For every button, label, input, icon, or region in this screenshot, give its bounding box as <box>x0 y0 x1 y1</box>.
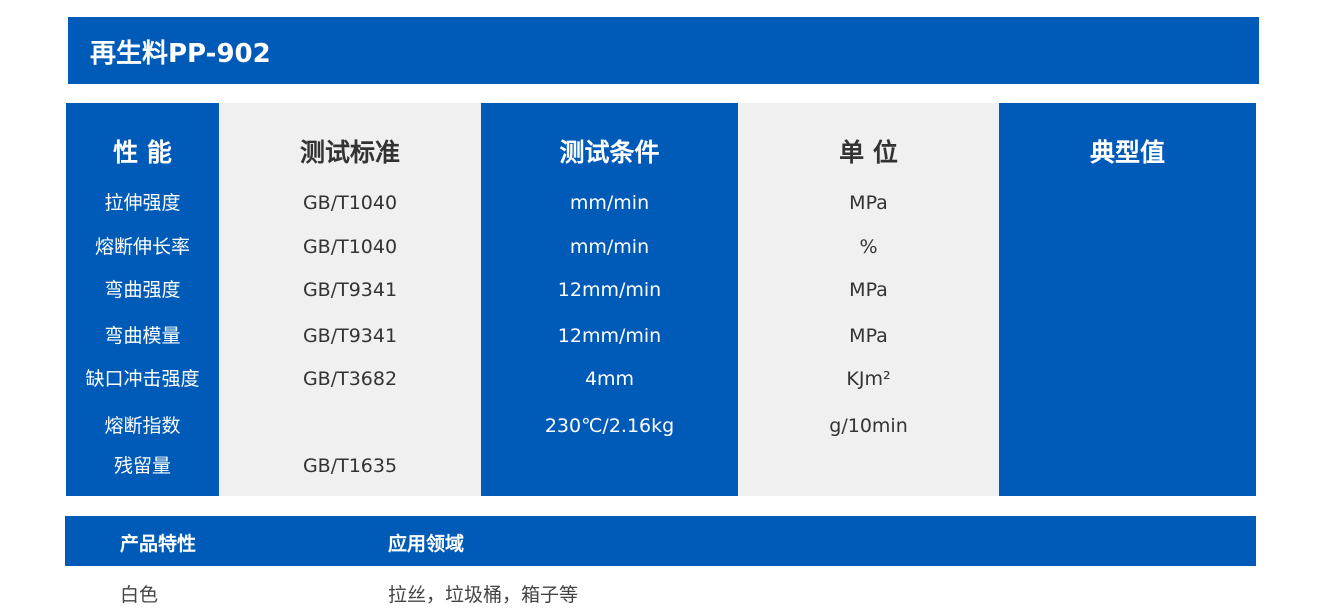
table-cell: % <box>859 236 878 258</box>
footer-value-features: 白色 <box>120 584 159 606</box>
column-header: 测试标准 <box>299 138 400 167</box>
table-cell: 残留量 <box>113 455 171 477</box>
table-cell: 熔断指数 <box>104 415 181 437</box>
table-cell: GB/T1635 <box>302 455 398 477</box>
table-cell: 缺口冲击强度 <box>85 368 200 390</box>
table-column: 测试标准 GB/T1040 GB/T1040 GB/T9341 GB/T9341 GB/T… <box>219 103 481 496</box>
table-cell: 弯曲模量 <box>104 325 181 347</box>
table-cell: 230℃/2.16kg <box>544 415 675 437</box>
table-cell: GB/T9341 <box>302 279 398 301</box>
table-cell: GB/T1040 <box>302 236 398 258</box>
table-column: 典型值 <box>999 103 1256 496</box>
table-cell: GB/T3682 <box>302 368 398 390</box>
table-cell: mm/min <box>569 192 650 214</box>
table-cell: 拉伸强度 <box>104 192 181 214</box>
table-cell: g/10min <box>829 415 908 437</box>
table-cell: 12mm/min <box>557 279 662 301</box>
table-column: 性 能拉伸强度熔断伸长率弯曲强度弯曲模量缺口冲击强度 熔断指数残留量 <box>66 103 219 496</box>
table-cell: GB/T9341 <box>302 325 398 347</box>
column-header: 性 能 <box>113 138 172 167</box>
table-cell: MPa <box>849 279 888 301</box>
column-header: 测试条件 <box>559 138 660 167</box>
footer-header-features: 产品特性 <box>120 533 197 555</box>
table-cell: 12mm/min <box>557 325 662 347</box>
table-cell: GB/T1040 <box>302 192 398 214</box>
table-cell: 熔断伸长率 <box>94 236 190 258</box>
table-column: 单 位 MPa% MPa MPa KJm² g/10min <box>738 103 999 496</box>
product-title: 再生料PP-902 <box>90 39 271 69</box>
table-cell: mm/min <box>569 236 650 258</box>
title-banner: 再生料PP-902 <box>68 17 1259 84</box>
table-cell: MPa <box>849 325 888 347</box>
footer-header-applications: 应用领域 <box>388 533 465 555</box>
table-cell: KJm² <box>846 368 891 390</box>
footer-header-bar: 产品特性 应用领域 <box>65 516 1256 566</box>
table-column: 测试条件 mm/min mm/min 12mm/min 12mm/min 4mm 230℃/… <box>481 103 738 496</box>
table-cell: 4mm <box>584 368 635 390</box>
table-cell: 弯曲强度 <box>104 279 181 301</box>
table-cell: MPa <box>849 192 888 214</box>
column-header: 单 位 <box>839 138 898 167</box>
column-header: 典型值 <box>1089 138 1165 167</box>
footer-value-applications: 拉丝，垃圾桶，箱子等 <box>388 584 579 606</box>
